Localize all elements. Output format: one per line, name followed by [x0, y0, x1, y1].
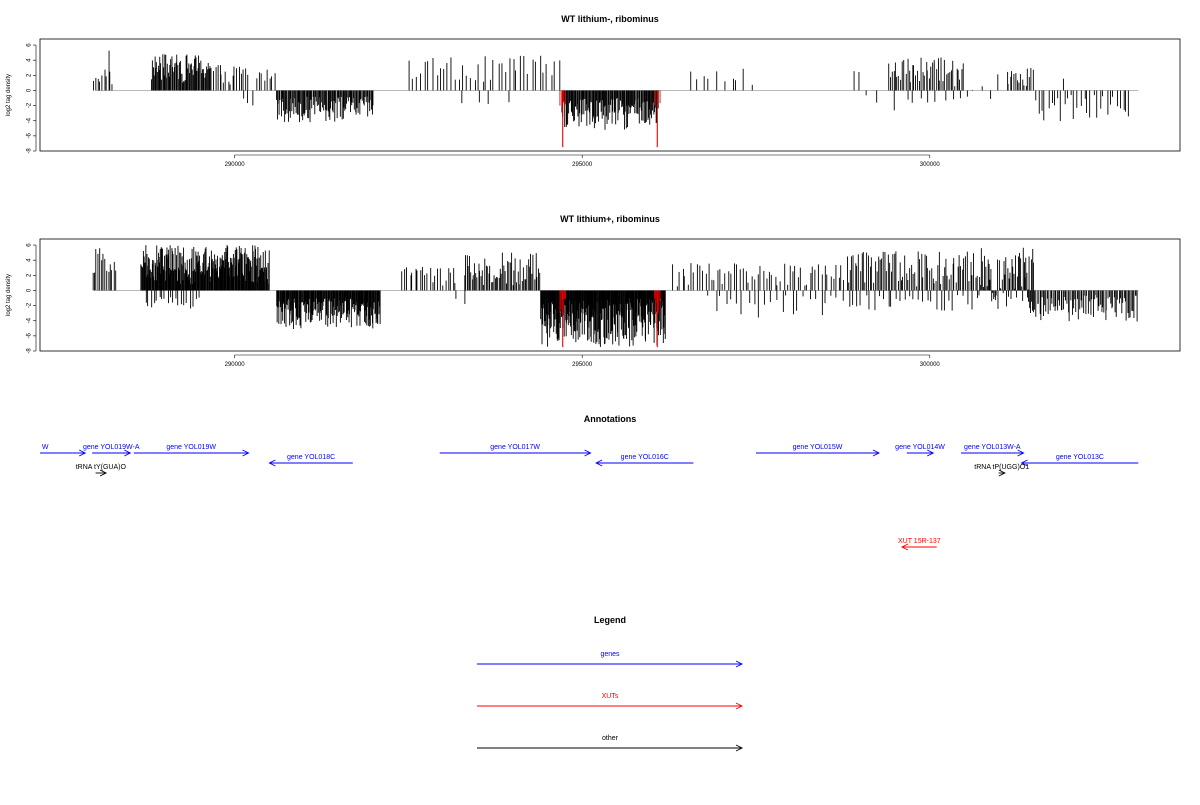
panel-2-y-axis-label: log2 tag density	[6, 274, 12, 316]
panel-1-plot-frame	[39, 38, 1181, 152]
feature-arrow	[900, 543, 937, 551]
feature-arrow	[133, 449, 250, 457]
feature-arrow	[755, 449, 881, 457]
y-tick-label: -8	[27, 148, 33, 154]
panel-1-y-axis-label: log2 tag density	[6, 74, 12, 116]
panel-lithium-minus: WT lithium-, ribominus log2 tag density …	[6, 14, 1181, 168]
feature-label: gene YOL017W	[490, 444, 540, 451]
y-tick-label: -6	[27, 333, 33, 339]
feature-arrow	[439, 449, 592, 457]
feature-arrow	[906, 449, 935, 457]
panel-1-x-axis: 290000 295000 300000	[225, 154, 941, 168]
x-tick-label: 290000	[225, 162, 246, 168]
feature-label: tRNA tP(UGG)O1	[974, 464, 1029, 471]
feature-arrow	[961, 449, 1025, 457]
legend-arrow	[477, 660, 744, 668]
feature-label: gene YOL018C	[287, 454, 335, 461]
x-tick-label: 295000	[572, 162, 593, 168]
legend-entry-label: XUTs	[602, 693, 619, 700]
annotations-title: Annotations	[584, 414, 637, 424]
x-tick-label: 300000	[920, 362, 941, 368]
y-tick-label: -2	[27, 102, 33, 108]
legend-entry-label: genes	[600, 651, 620, 658]
feature-label: gene YOL019W-A	[83, 444, 140, 451]
panel-1-y-axis: 6 4 2 0 -2 -4 -6 -8	[27, 43, 37, 154]
y-tick-label: -4	[27, 317, 33, 323]
y-tick-label: -2	[27, 302, 33, 308]
feature-label: W	[42, 444, 49, 451]
feature-label: XUT 15R-137	[898, 538, 941, 545]
feature-arrow	[595, 459, 694, 467]
y-tick-label: 4	[27, 258, 33, 262]
panel-2-plot-frame	[39, 238, 1181, 352]
y-tick-label: 6	[27, 243, 33, 247]
y-tick-label: -6	[27, 133, 33, 139]
legend-entries: genes XUTs other	[477, 651, 744, 752]
y-tick-label: -4	[27, 117, 33, 123]
y-tick-label: 4	[27, 58, 33, 62]
feature-label: gene YOL019W	[166, 444, 216, 451]
panel-2-x-axis: 290000 295000 300000	[225, 354, 941, 368]
panel-2-title: WT lithium+, ribominus	[560, 214, 660, 224]
legend-arrow	[477, 702, 744, 710]
feature-label: tRNA tY(GUA)O	[76, 464, 127, 471]
y-tick-label: 0	[27, 288, 33, 292]
panel-1-title: WT lithium-, ribominus	[561, 14, 659, 24]
panel-2-highlight-bars	[559, 290, 661, 348]
panel-2-y-axis: 6 4 2 0 -2 -4 -6 -8	[27, 243, 37, 354]
y-tick-label: -8	[27, 348, 33, 354]
feature-label: gene YOL013C	[1056, 454, 1104, 461]
feature-arrow	[998, 469, 1006, 477]
panel-lithium-plus: WT lithium+, ribominus log2 tag density …	[6, 214, 1181, 368]
legend-arrow	[477, 744, 744, 752]
panel-1-highlight-bars	[559, 90, 661, 148]
panel-2-bars	[92, 245, 1138, 347]
feature-label: gene YOL016C	[621, 454, 669, 461]
x-tick-label: 300000	[920, 162, 941, 168]
feature-arrow	[1020, 459, 1139, 467]
y-tick-label: 6	[27, 43, 33, 47]
x-tick-label: 290000	[225, 362, 246, 368]
legend-entry-label: other	[602, 735, 619, 742]
feature-label: gene YOL013W-A	[964, 444, 1021, 451]
legend-title: Legend	[594, 615, 626, 625]
feature-arrow	[95, 469, 108, 477]
y-tick-label: 2	[27, 73, 33, 77]
x-tick-label: 295000	[572, 362, 593, 368]
feature-label: gene YOL015W	[793, 444, 843, 451]
feature-arrow	[40, 449, 87, 457]
y-tick-label: 2	[27, 273, 33, 277]
legend: Legend genes XUTs other	[477, 615, 744, 752]
panel-1-bars	[93, 50, 1129, 130]
feature-arrow	[92, 449, 132, 457]
feature-label: gene YOL014W	[895, 444, 945, 451]
feature-arrow	[268, 459, 353, 467]
y-tick-label: 0	[27, 88, 33, 92]
